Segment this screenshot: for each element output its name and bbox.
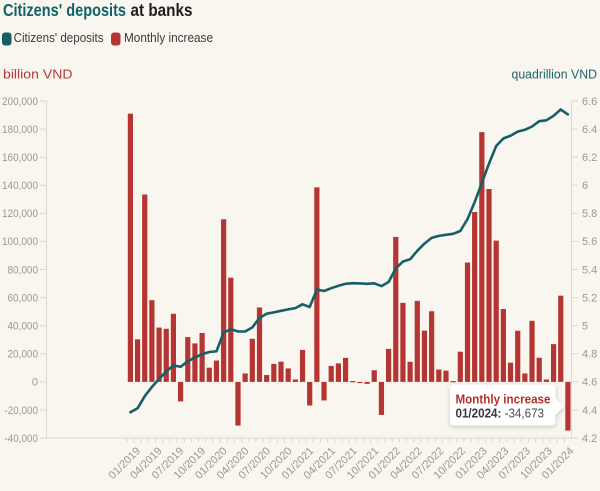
svg-text:120,000: 120,000 [2, 208, 38, 220]
svg-text:4.2: 4.2 [582, 433, 597, 445]
svg-text:at banks: at banks [131, 0, 193, 20]
svg-text:4.8: 4.8 [582, 349, 597, 361]
svg-text:-20,000: -20,000 [5, 405, 39, 417]
svg-text:01/2024: -34,673: 01/2024: -34,673 [456, 406, 545, 421]
svg-text:quadrillion VND: quadrillion VND [512, 68, 598, 82]
svg-text:60,000: 60,000 [8, 292, 39, 304]
svg-text:80,000: 80,000 [8, 264, 39, 276]
svg-text:140,000: 140,000 [2, 180, 38, 192]
svg-text:5.8: 5.8 [582, 208, 597, 220]
svg-text:6.2: 6.2 [582, 152, 597, 164]
svg-text:20,000: 20,000 [8, 349, 39, 361]
svg-text:5.2: 5.2 [582, 292, 597, 304]
svg-text:180,000: 180,000 [2, 124, 38, 136]
svg-text:4.6: 4.6 [582, 377, 597, 389]
svg-text:5.4: 5.4 [582, 264, 597, 276]
svg-text:5: 5 [582, 321, 588, 333]
svg-text:0: 0 [32, 377, 38, 389]
svg-text:5.6: 5.6 [582, 236, 597, 248]
svg-text:40,000: 40,000 [8, 321, 39, 333]
svg-text:100,000: 100,000 [2, 236, 38, 248]
svg-text:Citizens' deposits: Citizens' deposits [3, 0, 126, 20]
svg-text:160,000: 160,000 [2, 152, 38, 164]
svg-text:billion VND: billion VND [3, 68, 73, 82]
svg-text:6.6: 6.6 [582, 96, 597, 108]
svg-text:4.4: 4.4 [582, 405, 597, 417]
svg-text:-40,000: -40,000 [5, 433, 39, 445]
svg-text:Monthly increase: Monthly increase [124, 31, 213, 45]
svg-text:6: 6 [582, 180, 588, 192]
svg-text:Citizens' deposits: Citizens' deposits [14, 31, 104, 45]
svg-text:200,000: 200,000 [2, 96, 38, 108]
svg-text:Monthly increase: Monthly increase [456, 392, 551, 407]
svg-text:6.4: 6.4 [582, 124, 597, 136]
